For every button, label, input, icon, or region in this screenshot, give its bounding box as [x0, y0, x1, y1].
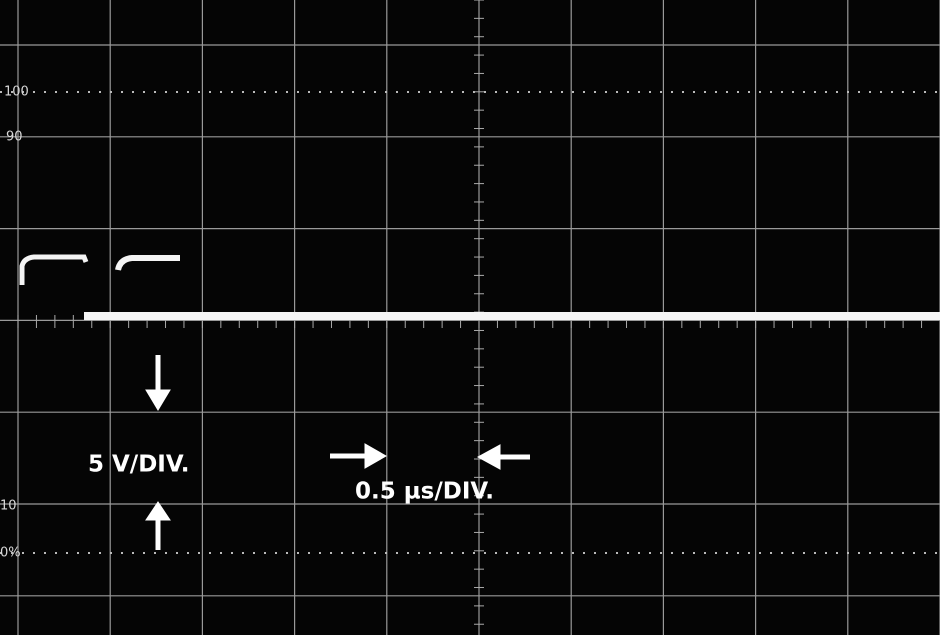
graticule-label: 10	[0, 499, 17, 514]
horizontal-scale-label: 0.5 µs/DIV.	[355, 479, 494, 505]
oscilloscope-screen: 100 90 10 0% 5 V/DIV. 0.5 µs/DIV.	[0, 0, 940, 635]
page: 100 90 10 0% 5 V/DIV. 0.5 µs/DIV. (() =>…	[0, 0, 940, 635]
graticule-label: 0%	[0, 546, 21, 561]
vertical-scale-label: 5 V/DIV.	[88, 452, 189, 478]
graticule-label: 90	[6, 130, 23, 145]
graticule-label: 100	[4, 85, 29, 100]
